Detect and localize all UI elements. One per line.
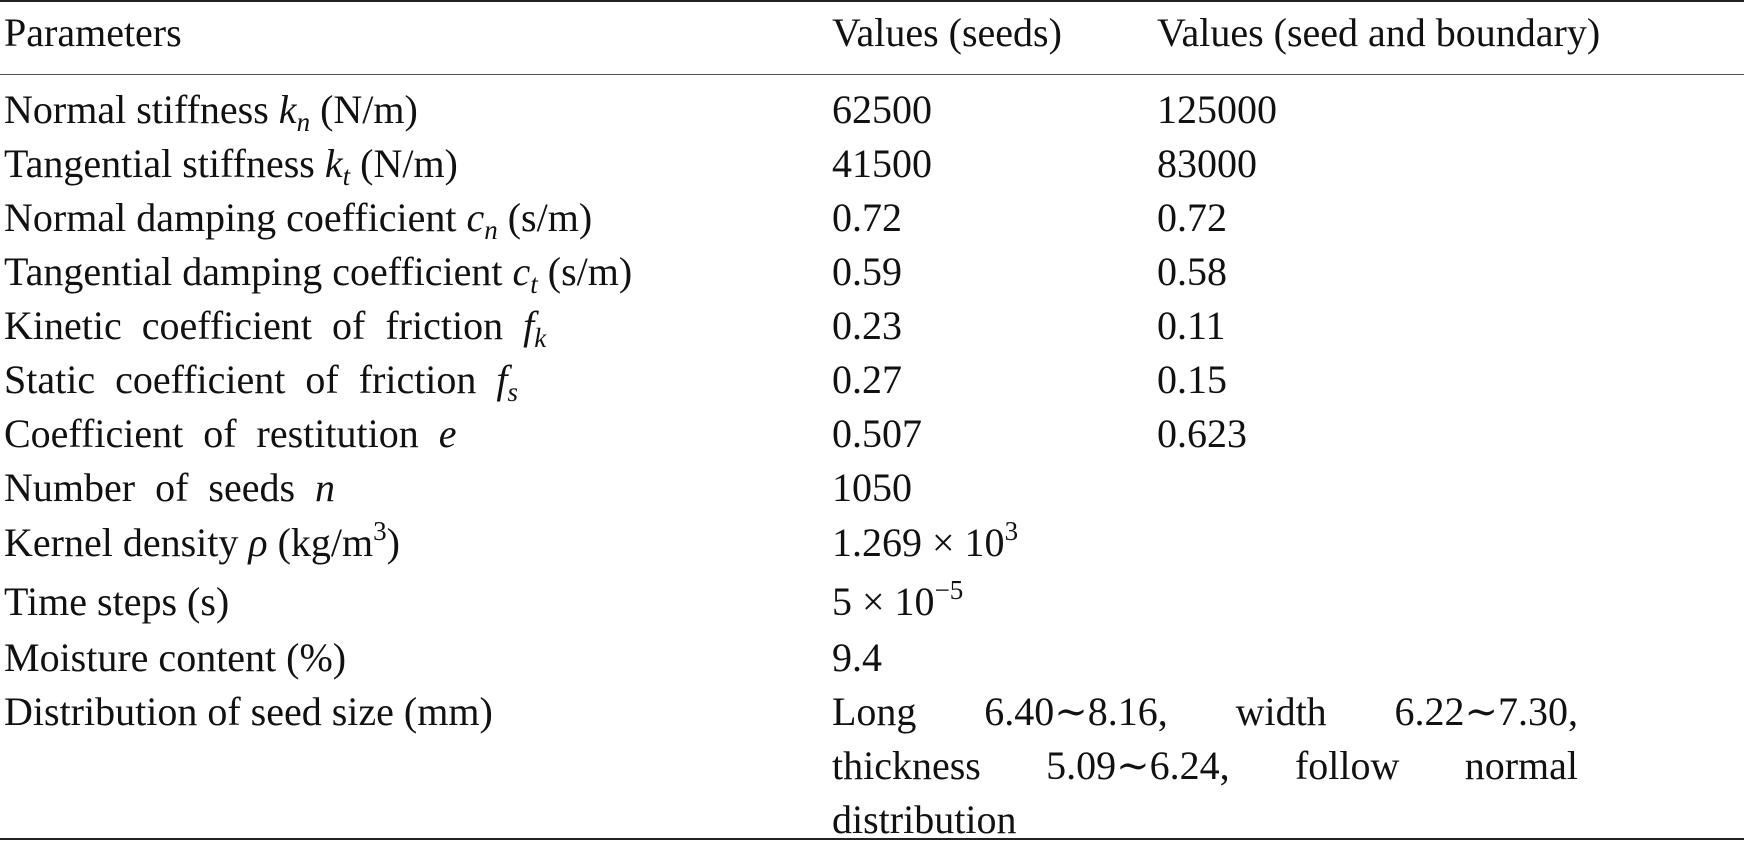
table-row: Distribution of seed size (mm) (0, 685, 1744, 739)
table-row: Normal stiffness kn (N/m) 62500 125000 (0, 83, 1744, 137)
seeds-value: 1.269 × 103 (832, 516, 1019, 566)
seeds-value: 9.4 (832, 635, 882, 680)
seeds-value: 41500 (832, 141, 932, 186)
table-row: Moisture content (%) 9.4 (0, 631, 1744, 685)
table-bottom-rule (0, 838, 1744, 840)
table-row: Kernel density ρ (kg/m3) 1.269 × 103 (0, 516, 1744, 570)
distribution-line: Long 6.40∼8.16, width 6.22∼7.30, (832, 689, 1578, 734)
table-header-rule (0, 74, 1744, 75)
param-cell: Static coefficient of friction fs (4, 357, 519, 407)
table-row: Static coefficient of friction fs 0.27 0… (0, 353, 1744, 407)
param-cell: Distribution of seed size (mm) (4, 689, 493, 734)
param-cell: Kernel density ρ (kg/m3) (4, 516, 400, 566)
boundary-value: 83000 (1157, 141, 1257, 186)
boundary-value: 0.15 (1157, 357, 1227, 402)
boundary-value: 0.623 (1157, 411, 1247, 456)
seeds-value: 0.507 (832, 411, 922, 456)
seeds-value: 62500 (832, 87, 932, 132)
seeds-value: 1050 (832, 465, 912, 510)
header-parameters: Parameters (4, 10, 182, 55)
param-cell: Normal damping coefficient cn (s/m) (4, 195, 593, 245)
table-row: Tangential stiffness kt (N/m) 41500 8300… (0, 137, 1744, 191)
table-row: Normal damping coefficient cn (s/m) 0.72… (0, 191, 1744, 245)
param-cell: Tangential damping coefficient ct (s/m) (4, 249, 633, 299)
table-row: Kinetic coefficient of friction fk 0.23 … (0, 299, 1744, 353)
distribution-line: distribution (832, 797, 1017, 842)
seeds-value: 5 × 10−5 (832, 575, 964, 625)
param-cell: Time steps (s) (4, 579, 230, 624)
table-row: Number of seeds n 1050 (0, 461, 1744, 515)
param-cell: Number of seeds n (4, 465, 336, 510)
header-values-boundary: Values (seed and boundary) (1157, 10, 1601, 55)
table-row: Time steps (s) 5 × 10−5 (0, 575, 1744, 629)
boundary-value: 0.11 (1157, 303, 1226, 348)
seeds-value: 0.72 (832, 195, 902, 240)
distribution-line: thickness 5.09∼6.24, follow normal (832, 743, 1578, 788)
param-cell: Kinetic coefficient of friction fk (4, 303, 547, 353)
param-cell: Tangential stiffness kt (N/m) (4, 141, 458, 191)
boundary-value: 0.72 (1157, 195, 1227, 240)
seeds-value: 0.27 (832, 357, 902, 402)
boundary-value: 125000 (1157, 87, 1277, 132)
table-row: Tangential damping coefficient ct (s/m) … (0, 245, 1744, 299)
param-cell: Moisture content (%) (4, 635, 347, 680)
boundary-value: 0.58 (1157, 249, 1227, 294)
header-values-seeds: Values (seeds) (832, 10, 1062, 55)
param-cell: Coefficient of restitution e (4, 411, 457, 456)
table-row: Coefficient of restitution e 0.507 0.623 (0, 407, 1744, 461)
param-cell: Normal stiffness kn (N/m) (4, 87, 418, 137)
seeds-value: 0.59 (832, 249, 902, 294)
seeds-value: 0.23 (832, 303, 902, 348)
seed-size-distribution-value: Long 6.40∼8.16, width 6.22∼7.30, thickne… (832, 685, 1578, 847)
table-header-row: Parameters Values (seeds) Values (seed a… (0, 6, 1744, 60)
table-top-rule (0, 0, 1744, 2)
